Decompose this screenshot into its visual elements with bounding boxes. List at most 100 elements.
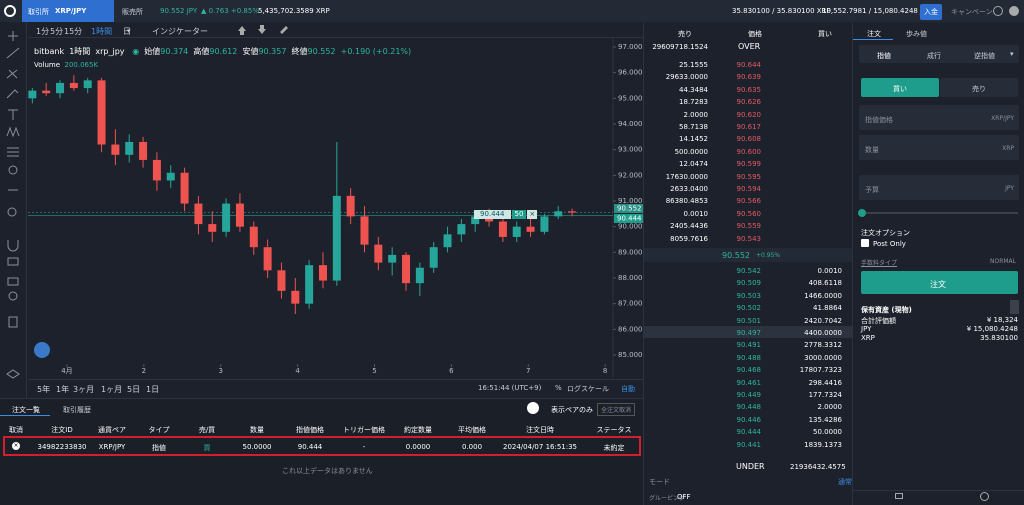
submit-label: 注文 <box>930 280 946 289</box>
type-tab[interactable]: 成行 <box>927 52 941 60</box>
field-box[interactable] <box>859 175 1019 200</box>
range[interactable]: 3ヶ月 <box>73 385 95 394</box>
pair-tab[interactable] <box>22 0 114 22</box>
asset-value: ¥ 15,080.4248 <box>966 325 1018 333</box>
field-box[interactable] <box>859 105 1019 130</box>
ask-price: 90.635 <box>736 85 762 94</box>
interval[interactable]: 1分 <box>36 27 50 36</box>
range[interactable]: 1日 <box>146 385 160 394</box>
tab[interactable]: 販売所 <box>122 8 143 16</box>
sell-button[interactable] <box>940 78 1018 97</box>
column-header: 通貨ペア <box>98 426 126 434</box>
interval[interactable]: 1時間 <box>91 27 113 36</box>
form-tab[interactable]: 歩み値 <box>906 30 927 38</box>
legend-symbol: xrp_jpy <box>95 47 125 56</box>
column-header: 平均価格 <box>458 426 486 434</box>
campaign[interactable]: キャンペーン <box>951 8 993 16</box>
user-icon[interactable] <box>1009 6 1019 16</box>
x-tick-label: 5 <box>372 367 376 375</box>
interval-bar <box>28 22 643 38</box>
candle-body <box>235 203 244 227</box>
logo[interactable] <box>4 5 16 17</box>
field-unit: XRP <box>1002 145 1014 152</box>
filter-toggle[interactable] <box>527 402 539 414</box>
order-close[interactable]: × <box>527 210 538 219</box>
submit-button[interactable] <box>861 271 1018 294</box>
sell-label: 売り <box>972 85 986 93</box>
indicator-button[interactable]: インジケーター <box>152 27 208 36</box>
percent-toggle[interactable]: % <box>555 384 562 392</box>
bid-price: 90.488 <box>736 353 762 362</box>
interval[interactable]: 15分 <box>64 27 83 36</box>
type-tab[interactable]: 逆指値 <box>974 52 995 60</box>
globe-icon[interactable] <box>980 492 989 501</box>
x-tick-label: 4月 <box>61 367 72 375</box>
orders-tab[interactable]: 取引履歴 <box>63 406 91 414</box>
bid-price: 90.461 <box>736 378 762 387</box>
interval[interactable]: 日 <box>123 27 131 36</box>
y-tick-label: 92.000 <box>618 171 643 179</box>
x-tick-label: 8 <box>603 367 607 375</box>
interval-dropdown[interactable]: ▾ <box>127 27 131 35</box>
candle-body <box>208 224 217 232</box>
grouping-value[interactable]: OFF <box>677 493 691 501</box>
order-cell: XRP/JPY <box>98 443 126 451</box>
candle-body <box>125 141 134 155</box>
tab[interactable]: 取引所 <box>28 8 49 16</box>
cancel-all[interactable]: 全注文取消 <box>597 403 636 416</box>
ask-qty: 86380.4853 <box>665 197 708 206</box>
change: ▲ 0.763 +0.85% <box>201 7 259 15</box>
field-box[interactable] <box>859 135 1019 160</box>
buy-button[interactable] <box>861 78 939 97</box>
x-tick-label: 3 <box>218 367 222 375</box>
bid-qty: 41.8864 <box>813 304 842 313</box>
deposit-button[interactable]: 入金 <box>920 4 942 20</box>
ask-qty: 2.0000 <box>683 110 709 119</box>
range[interactable]: 5年 <box>37 385 51 394</box>
bid-qty: 50.0000 <box>813 428 842 437</box>
bid-price: 90.497 <box>736 329 762 337</box>
y-tick-label: 89.000 <box>618 248 643 256</box>
post-only-checkbox[interactable] <box>861 239 869 247</box>
order-cell: 0.0000 <box>405 443 431 451</box>
form-tab[interactable]: 注文 <box>867 30 881 38</box>
range[interactable]: 1ヶ月 <box>101 385 123 394</box>
cloud-button[interactable] <box>34 342 50 358</box>
interval[interactable]: 5分 <box>50 27 64 36</box>
range[interactable]: 5日 <box>127 385 141 394</box>
candle-body <box>526 226 535 232</box>
asset-name: JPY <box>861 325 872 333</box>
order-label[interactable]: 90.444 50 × <box>474 210 538 219</box>
pair[interactable]: XRP/JPY <box>55 7 87 15</box>
candle-body <box>388 254 397 263</box>
bid-price: 90.444 <box>736 428 762 437</box>
log-toggle[interactable]: ログスケール <box>567 385 609 393</box>
empty-message: これ以上データはありません <box>282 467 373 475</box>
asset-name: 合計評価額 <box>861 317 896 325</box>
assets-toggle[interactable] <box>1010 300 1019 314</box>
layers-icon[interactable] <box>895 493 903 499</box>
type-dropdown[interactable]: ▾ <box>1010 50 1014 58</box>
candle-body <box>457 224 466 235</box>
y-tick-label: 95.000 <box>618 94 643 102</box>
auto-toggle[interactable]: 自動 <box>621 385 635 393</box>
column-header: 約定数量 <box>404 426 432 434</box>
order-price: 90.444 <box>474 210 511 219</box>
xrp-balance: 35.830100 / 35.830100 XRP <box>732 7 831 15</box>
y-tick-label: 87.000 <box>618 300 643 308</box>
ask-price: 90.620 <box>736 110 762 119</box>
range[interactable]: 1年 <box>56 385 70 394</box>
orders-tab[interactable]: 注文一覧 <box>12 406 40 414</box>
help-icon[interactable] <box>993 6 1003 16</box>
toolbar <box>0 22 27 398</box>
order-row-highlight <box>3 436 641 456</box>
clock: 16:51:44 (UTC+9) <box>478 384 542 392</box>
post-only-label: Post Only <box>873 240 906 248</box>
mode-value[interactable]: 通常 <box>838 478 852 486</box>
book-header: 価格 <box>748 30 762 38</box>
type-tab[interactable]: 指値 <box>877 52 891 60</box>
candle-body <box>415 267 424 284</box>
cancel-icon[interactable]: × <box>12 442 20 450</box>
slider-thumb[interactable] <box>858 209 866 217</box>
candle-body <box>222 203 231 232</box>
